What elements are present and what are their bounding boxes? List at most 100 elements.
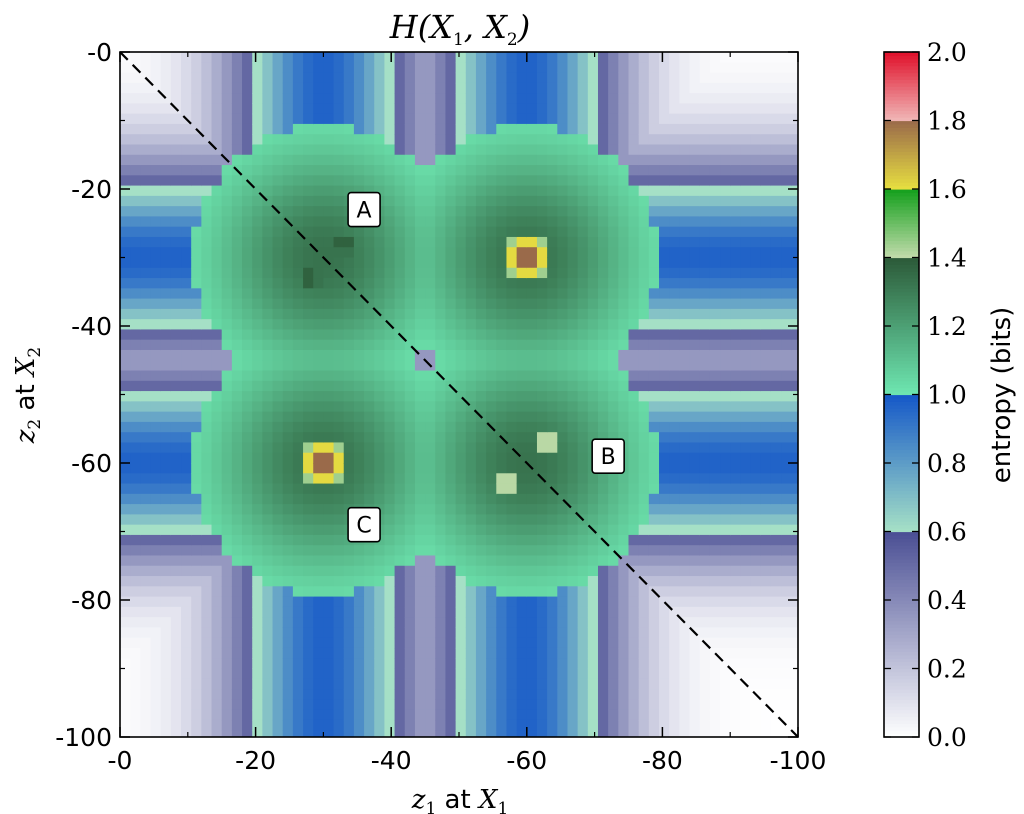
heatmap-cell bbox=[303, 195, 314, 207]
heatmap-cell bbox=[343, 586, 355, 598]
heatmap-cell bbox=[709, 257, 721, 269]
heatmap-cell bbox=[384, 93, 396, 104]
heatmap-cell bbox=[587, 473, 599, 485]
heatmap-cell bbox=[679, 668, 691, 680]
heatmap-cell bbox=[282, 380, 294, 392]
heatmap-cell bbox=[526, 267, 538, 279]
heatmap-cell bbox=[252, 113, 263, 125]
heatmap-cell bbox=[577, 52, 589, 63]
heatmap-cell bbox=[211, 308, 223, 320]
heatmap-cell bbox=[130, 52, 141, 63]
heatmap-cell bbox=[323, 319, 335, 331]
heatmap-cell bbox=[608, 267, 619, 279]
heatmap-cell bbox=[597, 72, 609, 84]
colorbar-segment bbox=[884, 569, 919, 574]
heatmap-cell bbox=[516, 185, 528, 197]
heatmap-cell bbox=[262, 175, 274, 187]
heatmap-cell bbox=[272, 689, 284, 700]
heatmap-cell bbox=[465, 103, 477, 115]
heatmap-cell bbox=[242, 93, 253, 104]
heatmap-cell bbox=[496, 103, 508, 115]
heatmap-cell bbox=[628, 586, 640, 598]
heatmap-cell bbox=[557, 463, 569, 474]
heatmap-cell bbox=[669, 668, 680, 680]
heatmap-cell bbox=[740, 93, 752, 104]
heatmap-cell bbox=[496, 658, 508, 670]
heatmap-cell bbox=[272, 504, 284, 515]
heatmap-cell bbox=[750, 236, 762, 248]
heatmap-cell bbox=[648, 216, 660, 228]
heatmap-cell bbox=[333, 360, 345, 372]
heatmap-cell bbox=[577, 627, 589, 639]
heatmap-cell bbox=[364, 134, 375, 146]
heatmap-cell bbox=[231, 134, 243, 146]
heatmap-cell bbox=[252, 257, 263, 269]
heatmap-cell bbox=[455, 82, 467, 94]
heatmap-cell bbox=[669, 329, 680, 341]
heatmap-cell bbox=[313, 134, 324, 146]
heatmap-cell bbox=[577, 319, 589, 331]
heatmap-cell bbox=[496, 206, 508, 218]
heatmap-cell bbox=[160, 504, 172, 515]
heatmap-cell bbox=[150, 175, 162, 187]
heatmap-cell bbox=[333, 298, 345, 310]
heatmap-cell bbox=[445, 267, 457, 279]
heatmap-cell bbox=[618, 689, 630, 700]
heatmap-cell bbox=[465, 658, 477, 670]
heatmap-cell bbox=[638, 206, 650, 218]
heatmap-cell bbox=[536, 226, 548, 238]
heatmap-cell bbox=[252, 329, 263, 341]
heatmap-cell bbox=[242, 606, 253, 618]
heatmap-cell bbox=[394, 596, 406, 608]
heatmap-cell bbox=[730, 689, 741, 700]
heatmap-cell bbox=[760, 82, 772, 94]
heatmap-cell bbox=[425, 730, 436, 737]
heatmap-cell bbox=[191, 349, 202, 361]
heatmap-cell bbox=[292, 52, 304, 63]
heatmap-cell bbox=[750, 93, 762, 104]
heatmap-cell bbox=[770, 62, 782, 74]
heatmap-cell bbox=[191, 380, 202, 392]
heatmap-cell bbox=[221, 206, 233, 218]
heatmap-cell bbox=[201, 113, 213, 125]
heatmap-cell bbox=[425, 647, 436, 659]
heatmap-cell bbox=[313, 514, 324, 526]
heatmap-cell bbox=[567, 329, 579, 341]
heatmap-cell bbox=[231, 658, 243, 670]
heatmap-cell bbox=[181, 206, 192, 218]
heatmap-cell bbox=[242, 483, 253, 495]
heatmap-cell bbox=[618, 432, 630, 444]
heatmap-cell bbox=[221, 668, 233, 680]
heatmap-cell bbox=[120, 62, 131, 74]
heatmap-cell bbox=[414, 421, 426, 433]
heatmap-cell bbox=[252, 349, 263, 361]
heatmap-cell bbox=[740, 719, 752, 731]
heatmap-cell bbox=[475, 206, 487, 218]
colorbar-segment bbox=[884, 719, 919, 724]
heatmap-cell bbox=[506, 72, 518, 84]
heatmap-cell bbox=[720, 308, 731, 320]
heatmap-cell bbox=[669, 730, 680, 737]
heatmap-cell bbox=[343, 134, 355, 146]
heatmap-cell bbox=[262, 236, 274, 248]
heatmap-cell bbox=[506, 452, 518, 464]
heatmap-cell bbox=[394, 668, 406, 680]
heatmap-cell bbox=[475, 504, 487, 515]
heatmap-cell bbox=[262, 82, 274, 94]
heatmap-cell bbox=[282, 576, 294, 587]
heatmap-cell bbox=[597, 134, 609, 146]
heatmap-cell bbox=[191, 165, 202, 176]
heatmap-cell bbox=[343, 103, 355, 115]
heatmap-cell bbox=[292, 637, 304, 649]
heatmap-cell bbox=[760, 606, 772, 618]
heatmap-cell bbox=[486, 175, 497, 187]
heatmap-cell bbox=[659, 524, 670, 536]
heatmap-cell bbox=[791, 113, 798, 125]
heatmap-cell bbox=[638, 288, 650, 300]
heatmap-cell bbox=[689, 463, 701, 474]
heatmap-cell bbox=[770, 699, 782, 711]
heatmap-cell bbox=[567, 442, 579, 454]
heatmap-cell bbox=[435, 719, 447, 731]
heatmap-cell bbox=[384, 267, 396, 279]
heatmap-cell bbox=[679, 493, 691, 505]
